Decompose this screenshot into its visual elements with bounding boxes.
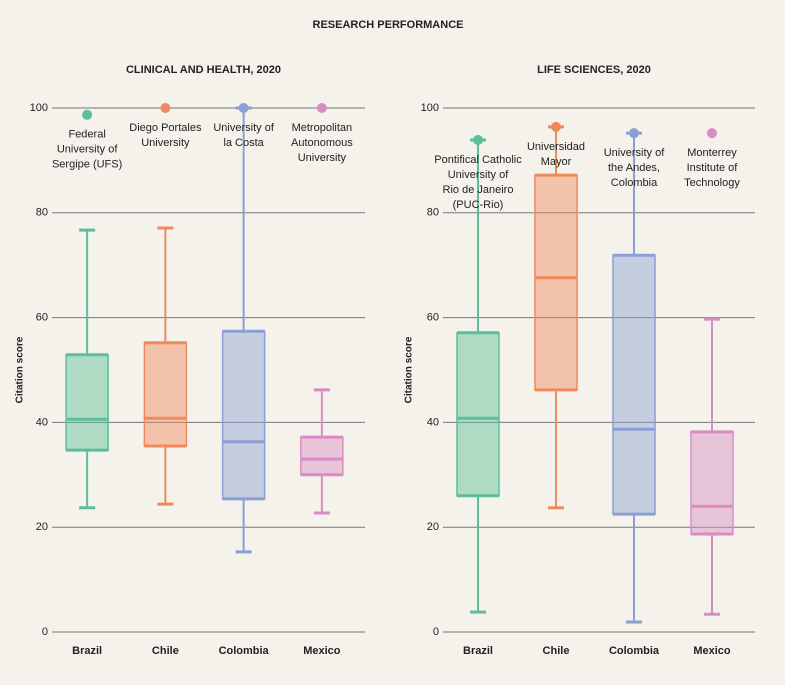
outlier-label: the Andes, bbox=[608, 162, 660, 174]
y-axis-label: Citation score bbox=[15, 336, 26, 403]
outlier-label: (PUC-Rio) bbox=[453, 199, 504, 211]
y-tick-label: 20 bbox=[427, 521, 439, 533]
outlier-label: Technology bbox=[684, 177, 740, 189]
box bbox=[690, 431, 734, 535]
box bbox=[221, 330, 266, 500]
outlier-label: Diego Portales bbox=[129, 122, 202, 134]
outlier-label: University bbox=[141, 137, 190, 149]
panel-title: CLINICAL AND HEALTH, 2020 bbox=[126, 64, 281, 76]
outlier bbox=[707, 128, 717, 139]
outlier-label: University bbox=[298, 152, 347, 164]
x-tick-label: Mexico bbox=[303, 645, 341, 657]
outlier bbox=[238, 103, 249, 113]
x-tick-label: Brazil bbox=[72, 645, 102, 657]
outlier-label: la Costa bbox=[223, 137, 264, 149]
outlier-label: Colombia bbox=[611, 177, 658, 189]
outlier bbox=[316, 103, 327, 113]
outlier bbox=[473, 134, 483, 145]
outlier-label: University of bbox=[448, 169, 509, 181]
outlier-label: Institute of bbox=[687, 162, 739, 174]
y-tick-label: 60 bbox=[427, 312, 439, 324]
y-tick-label: 100 bbox=[30, 102, 48, 114]
box bbox=[143, 342, 188, 447]
y-tick-label: 40 bbox=[36, 416, 48, 428]
y-tick-label: 60 bbox=[36, 312, 48, 324]
outlier bbox=[82, 109, 93, 120]
box bbox=[612, 254, 656, 515]
x-tick-label: Mexico bbox=[693, 645, 731, 657]
x-tick-label: Colombia bbox=[219, 645, 270, 657]
outlier bbox=[551, 121, 561, 132]
x-tick-label: Chile bbox=[152, 645, 179, 657]
y-tick-label: 80 bbox=[427, 207, 439, 219]
y-tick-label: 100 bbox=[421, 102, 439, 114]
y-tick-label: 0 bbox=[433, 626, 439, 638]
outlier-label: Autonomous bbox=[291, 137, 353, 149]
page-title: RESEARCH PERFORMANCE bbox=[313, 19, 464, 31]
outlier-label: Pontifical Catholic bbox=[434, 154, 522, 166]
box bbox=[534, 174, 578, 391]
outlier-label: Federal bbox=[68, 129, 105, 141]
outlier bbox=[160, 103, 171, 113]
x-tick-label: Brazil bbox=[463, 645, 493, 657]
box bbox=[456, 332, 500, 497]
outlier-label: Rio de Janeiro bbox=[443, 184, 514, 196]
outlier-label: University of bbox=[604, 147, 665, 159]
x-tick-label: Colombia bbox=[609, 645, 660, 657]
y-tick-label: 40 bbox=[427, 416, 439, 428]
box bbox=[65, 354, 109, 451]
outlier-label: University of bbox=[213, 122, 274, 134]
box bbox=[300, 436, 344, 476]
outlier-label: Metropolitan bbox=[292, 122, 353, 134]
outlier-label: Sergipe (UFS) bbox=[52, 159, 122, 171]
panel-title: LIFE SCIENCES, 2020 bbox=[537, 64, 651, 76]
y-tick-label: 0 bbox=[42, 626, 48, 638]
outlier-label: Universidad bbox=[527, 141, 585, 153]
y-axis-label: Citation score bbox=[404, 336, 415, 403]
outlier bbox=[629, 128, 639, 139]
outlier-label: University of bbox=[57, 144, 118, 156]
y-tick-label: 80 bbox=[36, 207, 48, 219]
x-tick-label: Chile bbox=[543, 645, 570, 657]
outlier-label: Monterrey bbox=[687, 147, 737, 159]
y-tick-label: 20 bbox=[36, 521, 48, 533]
outlier-label: Mayor bbox=[541, 156, 572, 168]
